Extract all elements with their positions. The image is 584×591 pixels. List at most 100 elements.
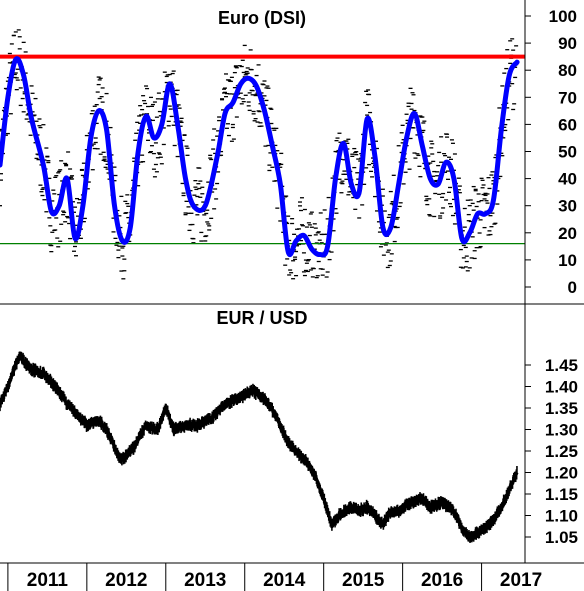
eurusd-y-tick-label: 1.45: [545, 356, 578, 375]
dsi-data-point: [169, 83, 171, 85]
dsi-data-point: [58, 205, 60, 207]
dsi-data-point: [508, 75, 510, 77]
dsi-data-point: [500, 129, 502, 131]
dsi-y-tick-label: 50: [558, 143, 577, 162]
dsi-data-point: [224, 113, 226, 115]
dsi-data-point: [98, 110, 100, 112]
dsi-data-point: [264, 110, 265, 112]
dsi-data-point: [382, 226, 384, 228]
x-year-label: 2014: [263, 570, 306, 591]
eurusd-price-line: [0, 353, 519, 539]
dsi-data-point: [287, 251, 289, 253]
dsi-data-point: [7, 96, 9, 98]
dsi-data-point: [74, 237, 76, 239]
dsi-data-point: [15, 58, 17, 60]
dsi-data-point: [445, 161, 447, 163]
dsi-data-point: [437, 183, 439, 185]
eurusd-y-tick-label: 1.20: [545, 464, 578, 483]
dsi-data-point: [327, 245, 329, 247]
dsi-data-point: [42, 164, 44, 166]
dsi-data-point: [216, 156, 218, 158]
dsi-data-point: [137, 151, 139, 152]
x-year-label: 2016: [421, 570, 463, 591]
dsi-title: Euro (DSI): [218, 8, 306, 28]
dsi-data-point: [153, 137, 155, 139]
eurusd-y-tick-label: 1.30: [545, 421, 578, 440]
dsi-data-point: [295, 240, 297, 242]
dsi-y-tick-label: 20: [558, 224, 577, 243]
dsi-data-point: [279, 183, 281, 185]
x-year-label: 2015: [342, 570, 385, 591]
dsi-data-point: [50, 210, 52, 212]
dsi-data-point: [303, 235, 305, 236]
dsi-y-tick-label: 0: [568, 278, 577, 297]
dsi-y-tick-label: 80: [558, 61, 577, 80]
eurusd-y-tick-label: 1.40: [545, 378, 578, 397]
dsi-data-point: [492, 199, 494, 201]
dsi-data-point: [106, 129, 108, 131]
dsi-data-point: [421, 145, 423, 147]
dsi-data-point: [366, 118, 368, 120]
dsi-data-point: [232, 102, 234, 104]
dsi-data-point: [335, 178, 336, 180]
eurusd-y-tick-label: 1.35: [545, 399, 578, 418]
dsi-data-point: [358, 191, 360, 193]
dsi-data-point: [256, 86, 258, 87]
dsi-data-point: [414, 113, 415, 115]
dsi-y-tick-label: 40: [558, 170, 577, 189]
dsi-data-point: [271, 145, 273, 147]
dsi-data-point: [121, 240, 123, 242]
dsi-y-tick-label: 10: [558, 251, 577, 270]
dsi-data-point: [185, 178, 186, 180]
dsi-data-point: [90, 137, 92, 139]
x-year-label: 2012: [105, 570, 147, 591]
dsi-y-tick-label: 90: [558, 34, 577, 53]
dsi-data-point: [192, 205, 194, 207]
dsi-data-point: [342, 142, 344, 144]
dsi-data-point: [23, 75, 25, 77]
dsi-data-point: [429, 178, 431, 180]
x-year-label: 2011: [27, 570, 69, 591]
dsi-data-point: [319, 254, 321, 255]
eurusd-panel: EUR / USD 1.45 1.40 1.35 1.30 1.25 1.20 1.15 1.…: [0, 308, 578, 547]
dsi-data-point: [82, 205, 84, 207]
dsi-data-point: [31, 118, 33, 120]
dsi-data-point: [461, 237, 463, 239]
dsi-data-point: [469, 232, 471, 234]
dsi-data-point: [240, 83, 242, 85]
dsi-y-tick-label: 30: [558, 197, 577, 216]
dsi-data-point: [161, 123, 163, 125]
eurusd-title: EUR / USD: [216, 308, 307, 328]
eurusd-y-tick-label: 1.15: [545, 485, 578, 504]
dsi-data-point: [129, 226, 131, 228]
dsi-y-tick-label: 70: [558, 88, 577, 107]
dsi-data-point: [477, 213, 479, 215]
dsi-data-point: [177, 123, 179, 125]
dsi-data-point: [350, 183, 352, 185]
dsi-data-point: [66, 178, 68, 180]
eurusd-y-tick-label: 1.05: [545, 528, 578, 547]
x-year-label: 2017: [500, 570, 542, 591]
eurusd-y-tick-label: 1.10: [545, 507, 578, 526]
eurusd-y-tick-label: 1.25: [545, 442, 578, 461]
dsi-data-point: [248, 77, 250, 79]
dsi-data-point: [453, 178, 455, 180]
dsi-data-point: [0, 164, 1, 166]
dsi-y-tick-label: 100: [549, 7, 577, 26]
dsi-data-point: [204, 205, 206, 207]
dsi-data-point: [374, 156, 376, 158]
dsi-data-point: [311, 248, 313, 250]
dsi-data-point: [114, 205, 115, 207]
dsi-y-tick-label: 60: [558, 115, 577, 134]
dsi-data-point: [485, 213, 486, 215]
dsi-data-point: [406, 137, 408, 139]
dsi-data-point: [145, 115, 147, 117]
x-year-label: 2013: [184, 570, 226, 591]
dsi-data-point: [398, 183, 400, 185]
dsi-data-point: [390, 226, 392, 228]
dsi-data-point: [516, 61, 518, 63]
